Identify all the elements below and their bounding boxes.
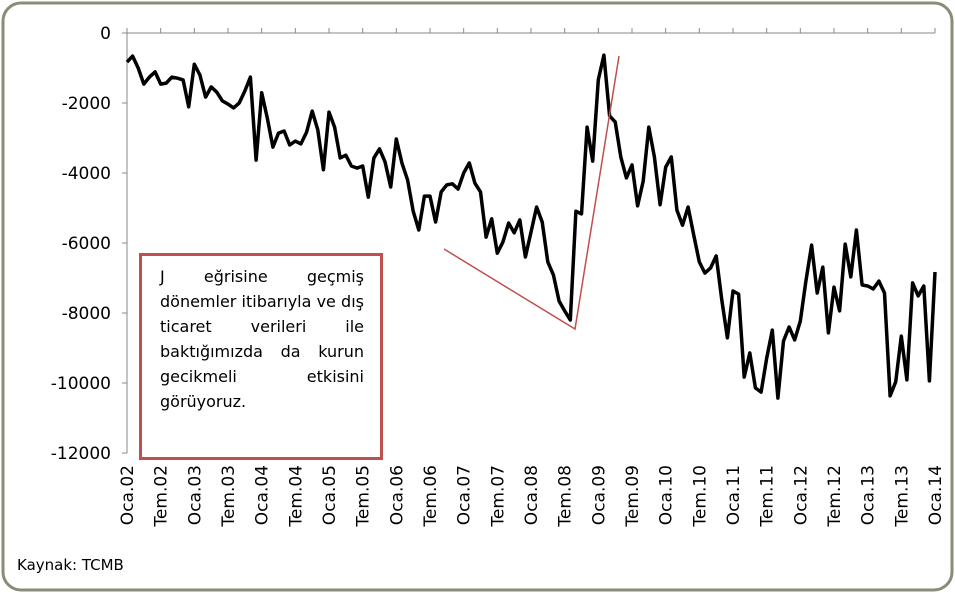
- x-tick-label: Oca.05: [320, 465, 340, 525]
- x-tick-label: Oca.08: [522, 465, 542, 525]
- x-tick-label: Tem.03: [219, 465, 239, 528]
- y-tick-label: -6000: [62, 234, 111, 254]
- x-tick-label: Tem.07: [488, 465, 508, 528]
- x-tick-label: Tem.02: [152, 465, 172, 528]
- x-tick-label: Oca.13: [859, 465, 879, 525]
- x-tick-label: Oca.11: [724, 465, 744, 525]
- x-tick-label: Tem.04: [286, 465, 306, 528]
- x-tick-label: Tem.12: [825, 465, 845, 528]
- x-tick-label: Oca.02: [118, 465, 138, 525]
- x-tick-label: Tem.10: [690, 465, 710, 528]
- y-tick-label: -4000: [62, 164, 111, 184]
- x-tick-label: Oca.10: [657, 465, 677, 525]
- x-tick-label: Oca.06: [387, 465, 407, 525]
- x-tick-label: Oca.09: [589, 465, 609, 525]
- x-tick-label: Oca.12: [791, 465, 811, 525]
- y-tick-label: -10000: [51, 374, 111, 394]
- j-curve: [443, 55, 620, 331]
- source: Kaynak: TCMB: [17, 556, 124, 574]
- y-tick-label: -2000: [62, 94, 111, 114]
- x-tick-label: Tem.05: [354, 465, 374, 528]
- x-tick-label: Tem.11: [758, 465, 778, 528]
- x-tick-label: Oca.03: [185, 465, 205, 525]
- y-tick-label: -12000: [51, 444, 111, 464]
- x-tick-label: Oca.14: [926, 465, 946, 525]
- x-tick-label: Tem.09: [623, 465, 643, 528]
- annotation: J eğrisine geçmiş dönemler itibarıyla ve…: [139, 253, 383, 460]
- x-tick-label: Oca.07: [455, 465, 475, 525]
- y-tick-label: 0: [100, 24, 111, 44]
- x-tick-label: Tem.06: [421, 465, 441, 528]
- data-line: [125, 53, 937, 400]
- x-tick-label: Oca.04: [253, 465, 273, 525]
- x-tick-label: Tem.13: [892, 465, 912, 528]
- y-tick-label: -8000: [62, 304, 111, 324]
- x-tick-label: Tem.08: [556, 465, 576, 528]
